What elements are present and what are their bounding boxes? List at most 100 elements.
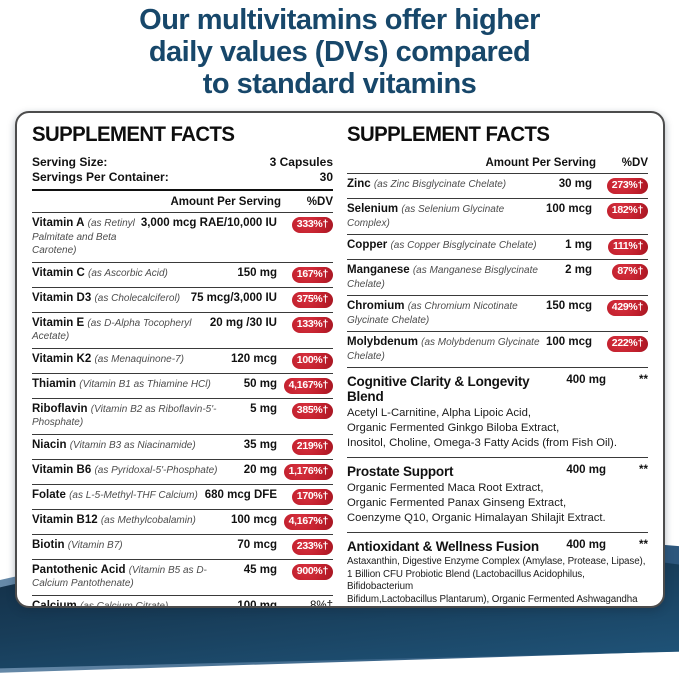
dv-badge: 167%† [291, 266, 333, 283]
nutrient-row: Thiamin (Vitamin B1 as Thiamine HCl) 50 … [32, 372, 333, 398]
nutrient-row: Vitamin C (as Ascorbic Acid) 150 mg 167%… [32, 261, 333, 287]
page-title-line-2: daily values (DVs) compared [148, 36, 531, 68]
page-title: Our multivitamins offer higher daily val… [0, 4, 679, 100]
nutrient-source: (as D-Alpha Tocopheryl Acetate) [32, 317, 192, 343]
nutrient-name: Calcium [32, 599, 77, 608]
blend-ingredients: Acetyl L-Carnitine, Alpha Lipoic Acid, O… [347, 407, 617, 449]
nutrient-name: Riboflavin [32, 402, 88, 415]
nutrient-name-cell: Thiamin (Vitamin B1 as Thiamine HCl) [32, 378, 244, 392]
nutrient-row: Chromium (as Chromium Nicotinate Glycina… [347, 295, 648, 331]
nutrient-amount: 120 mcg [230, 352, 277, 365]
left-panel-title: SUPPLEMENT FACTS [32, 123, 235, 146]
servings-value: 30 [319, 170, 333, 184]
nutrient-amount: 100 mg [237, 599, 277, 608]
nutrient-row: Selenium (as Selenium Glycinate Complex)… [347, 198, 648, 234]
nutrient-dv-cell: 4,167%† [277, 513, 333, 530]
nutrient-row: Calcium (as Calcium Citrate) 100 mg 8%† [32, 594, 333, 608]
blend-name: Antioxidant & Wellness Fusion [347, 539, 539, 554]
blend-header: Antioxidant & Wellness Fusion 400 mg ** [347, 539, 648, 554]
nutrient-amount: 30 mg [558, 178, 592, 190]
nutrient-dv-cell: 222%† [592, 336, 648, 352]
nutrient-name: Manganese [347, 264, 410, 276]
percent-dv-header: %DV [621, 157, 648, 169]
nutrient-dv-cell: 111%† [592, 239, 648, 255]
right-nutrient-rows: Zinc (as Zinc Bisglycinate Chelate) 30 m… [347, 173, 648, 367]
dv-badge: 111%† [607, 239, 648, 255]
nutrient-row: Biotin (Vitamin B7) 70 mcg 233%† [32, 533, 333, 559]
nutrient-source: (as Menaquinone-7) [94, 353, 184, 365]
nutrient-dv-cell: 182%† [592, 203, 648, 219]
nutrient-dv-cell: 8%† [277, 600, 333, 607]
nutrient-name: Chromium [347, 300, 405, 312]
nutrient-amount: 150 mg [237, 266, 277, 279]
nutrient-name-cell: Vitamin K2 (as Menaquinone-7) [32, 353, 231, 367]
nutrient-name-cell: Selenium (as Selenium Glycinate Complex) [347, 203, 546, 230]
nutrient-row: Vitamin B6 (as Pyridoxal-5'-Phosphate) 2… [32, 458, 333, 484]
dv-badge: 233%† [291, 538, 333, 555]
nutrient-name-cell: Zinc (as Zinc Bisglycinate Chelate) [347, 178, 559, 192]
nutrient-dv-cell: 100%† [277, 352, 333, 369]
nutrient-amount: 75 mcg/3,000 IU [190, 291, 277, 304]
nutrient-dv-cell: 233%† [277, 538, 333, 555]
nutrient-name-cell: Vitamin B6 (as Pyridoxal-5'-Phosphate) [32, 464, 244, 478]
blend-name: Prostate Support [347, 464, 454, 479]
nutrient-name: Selenium [347, 203, 399, 215]
nutrient-dv-cell: 219%† [277, 438, 333, 455]
dv-badge: 170%† [291, 488, 333, 505]
nutrient-name: Folate [32, 488, 66, 501]
nutrient-amount: 5 mg [250, 402, 277, 415]
nutrient-name: Zinc [347, 178, 371, 190]
nutrient-source: (Vitamin B2 as Riboflavin-5'-Phosphate) [32, 403, 217, 429]
blend-ingredients: Astaxanthin, Digestive Enzyme Complex (A… [347, 556, 646, 605]
amount-per-serving-header: Amount Per Serving [485, 157, 596, 169]
blend-row: Cognitive Clarity & Longevity Blend 400 … [347, 367, 648, 457]
nutrient-name: Vitamin B12 [32, 513, 98, 526]
nutrient-name: Biotin [32, 538, 65, 551]
nutrient-name-cell: Folate (as L-5-Methyl-THF Calcium) [32, 489, 205, 503]
nutrient-row: Pantothenic Acid (Vitamin B5 as D-Calciu… [32, 558, 333, 595]
dv-badge: 1,176%† [283, 463, 333, 480]
nutrient-name-cell: Chromium (as Chromium Nicotinate Glycina… [347, 300, 546, 327]
nutrient-source: (as Methylcobalamin) [100, 514, 196, 526]
nutrient-name: Thiamin [32, 377, 77, 390]
nutrient-name: Niacin [32, 438, 67, 451]
nutrient-name-cell: Pantothenic Acid (Vitamin B5 as D-Calciu… [32, 564, 244, 591]
blend-dv: ** [639, 539, 648, 551]
nutrient-row: Vitamin B12 (as Methylcobalamin) 100 mcg… [32, 508, 333, 534]
left-column-headers: Amount Per Serving %DV [32, 191, 333, 212]
nutrient-source: (as Ascorbic Acid) [88, 267, 168, 279]
nutrient-row: Folate (as L-5-Methyl-THF Calcium) 680 m… [32, 483, 333, 509]
nutrient-name: Vitamin E [32, 316, 85, 329]
dv-badge: 100%† [291, 352, 333, 369]
blend-ingredients: Organic Fermented Maca Root Extract, Org… [347, 482, 606, 524]
nutrient-name-cell: Vitamin D3 (as Cholecalciferol) [32, 292, 191, 306]
nutrient-source: (as Zinc Bisglycinate Chelate) [373, 179, 507, 190]
nutrient-dv-cell: 429%† [592, 300, 648, 316]
nutrient-source: (as Pyridoxal-5'-Phosphate) [94, 464, 218, 476]
blend-dv: ** [639, 374, 648, 386]
nutrient-source: (as Cholecalciferol) [94, 292, 181, 304]
nutrient-dv-cell: 87%† [592, 264, 648, 280]
dv-badge: 87%† [612, 264, 648, 280]
blend-name: Cognitive Clarity & Longevity Blend [347, 374, 530, 404]
nutrient-row: Manganese (as Manganese Bisglycinate Che… [347, 259, 648, 295]
serving-size-value: 3 Capsules [269, 155, 333, 169]
nutrient-row: Niacin (Vitamin B3 as Niacinamide) 35 mg… [32, 433, 333, 459]
nutrient-name-cell: Vitamin E (as D-Alpha Tocopheryl Acetate… [32, 317, 210, 344]
dv-badge: 333%† [291, 217, 333, 233]
dv-badge: 385%† [291, 402, 333, 419]
nutrient-name-cell: Niacin (Vitamin B3 as Niacinamide) [32, 439, 244, 453]
nutrient-dv-cell: 1,176%† [277, 463, 333, 480]
nutrient-source: (as Manganese Bisglycinate Chelate) [347, 265, 538, 290]
nutrient-amount: 100 mcg [545, 336, 592, 348]
nutrient-row: Vitamin E (as D-Alpha Tocopheryl Acetate… [32, 311, 333, 348]
nutrient-amount: 100 mcg [545, 203, 592, 215]
nutrient-amount: 70 mcg [237, 538, 277, 551]
blend-header: Cognitive Clarity & Longevity Blend 400 … [347, 374, 648, 404]
nutrient-source: (as Molybdenum Glycinate Chelate) [347, 337, 540, 362]
page-title-line-1: Our multivitamins offer higher [139, 4, 540, 36]
nutrient-row: Vitamin K2 (as Menaquinone-7) 120 mcg 10… [32, 347, 333, 373]
servings-label: Servings Per Container: [32, 170, 169, 184]
percent-dv-header: %DV [306, 196, 333, 208]
nutrient-name-cell: Vitamin B12 (as Methylcobalamin) [32, 514, 231, 528]
